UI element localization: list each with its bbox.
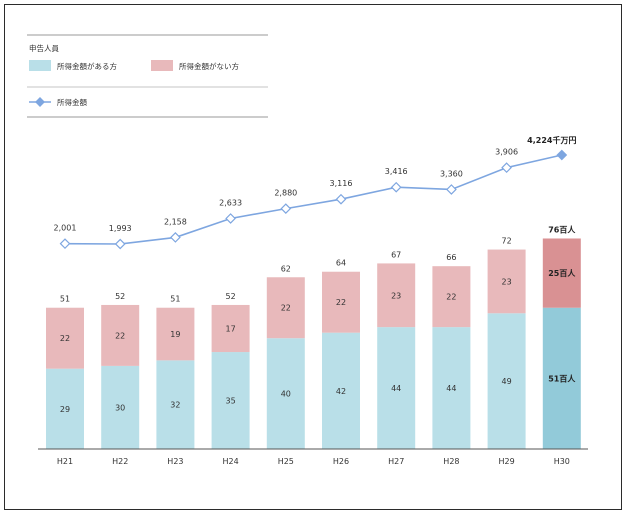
bar-with-income [377,327,416,449]
bar-with-income [156,360,195,449]
bar-with-income [211,352,250,449]
bar-value-with-income: 49 [502,377,512,386]
bar-value-without-income: 25百人 [548,268,576,278]
plot-area: 29 22 51 H21 30 22 52 H22 32 19 51 H23 35 17 52 H24 40 22… [38,135,588,466]
bar-value-with-income: 29 [60,405,70,414]
x-tick-label: H24 [222,457,238,466]
bar-value-without-income: 19 [170,330,180,339]
income-label: 3,116 [330,179,353,188]
income-label: 2,633 [219,198,242,207]
bar-without-income [432,266,471,328]
income-label: 3,416 [385,167,408,176]
bar-with-income [46,368,84,449]
income-point [556,149,568,161]
bar-value-without-income: 22 [115,331,125,340]
bar-value-with-income: 44 [446,384,456,393]
bar-total-label: 51 [170,295,180,304]
income-point [501,162,512,174]
income-point [446,184,457,195]
bar-value-with-income: 30 [115,403,125,412]
bar-value-with-income: 40 [281,390,291,399]
bar-without-income [46,307,84,369]
bar-without-income [542,238,581,308]
legend-line-marker [35,97,45,107]
income-label: 2,158 [164,217,187,226]
income-line [64,154,562,245]
income-label: 2,880 [274,189,297,198]
bar-total-label: 67 [391,250,401,259]
bar-total-label: 66 [446,253,456,262]
bar-without-income [156,307,195,361]
bar-total-label: 64 [336,259,346,268]
bar-value-with-income: 42 [336,387,346,396]
bar-value-without-income: 22 [446,293,456,302]
bar-value-without-income: 17 [226,325,236,334]
income-point [59,238,71,250]
income-label: 3,906 [495,148,518,157]
x-tick-label: H21 [57,457,73,466]
bar-without-income [211,304,250,353]
bar-total-label: 76百人 [548,224,576,234]
bar-with-income [322,332,360,449]
legend-group-title: 申告人員 [29,43,59,53]
bar-without-income [101,304,140,366]
x-tick-label: H22 [112,457,128,466]
income-point [114,238,126,250]
bar-with-income [542,307,581,449]
income-label: 2,001 [54,224,77,233]
x-tick-label: H27 [388,457,404,466]
legend-label-income: 所得金額 [57,97,87,107]
bar-value-without-income: 22 [281,304,291,313]
bar-value-without-income: 23 [391,291,401,300]
income-label: 1,993 [109,224,132,233]
bar-total-label: 51 [60,295,70,304]
bar-without-income [487,249,526,314]
income-point [390,181,402,193]
legend: 申告人員 所得金額がある方 所得金額がない方 所得金額 [27,34,268,118]
x-tick-label: H28 [443,457,459,466]
legend-label-with-income: 所得金額がある方 [57,61,117,71]
bar-value-without-income: 22 [60,334,70,343]
bar-value-without-income: 23 [502,277,512,286]
income-point [335,193,347,205]
bar-total-label: 52 [115,292,125,301]
bar-total-label: 52 [226,292,236,301]
x-tick-label: H26 [333,457,349,466]
bar-total-label: 72 [502,237,512,246]
bar-value-with-income: 32 [170,401,180,410]
legend-swatch-with-income [29,60,51,71]
income-point [225,213,236,224]
bar-value-with-income: 51百人 [548,373,576,383]
bar-with-income [266,338,305,449]
income-label: 3,360 [440,169,463,178]
bar-without-income [377,263,416,328]
x-tick-label: H23 [167,457,183,466]
x-tick-label: H29 [498,457,514,466]
bar-with-income [432,327,471,449]
income-point [170,232,181,243]
legend-swatch-without-income [151,60,173,71]
bar-value-without-income: 22 [336,298,346,307]
legend-label-without-income: 所得金額がない方 [179,61,239,71]
income-label: 4,224千万円 [527,135,576,145]
x-tick-label: H25 [278,457,294,466]
bar-with-income [101,365,140,449]
bar-total-label: 62 [281,264,291,273]
bar-without-income [266,277,305,339]
bar-with-income [487,313,526,449]
bar-without-income [322,271,360,333]
x-tick-label: H30 [554,457,570,466]
bar-value-with-income: 35 [226,397,236,406]
bar-value-with-income: 44 [391,384,401,393]
income-point [280,203,292,214]
